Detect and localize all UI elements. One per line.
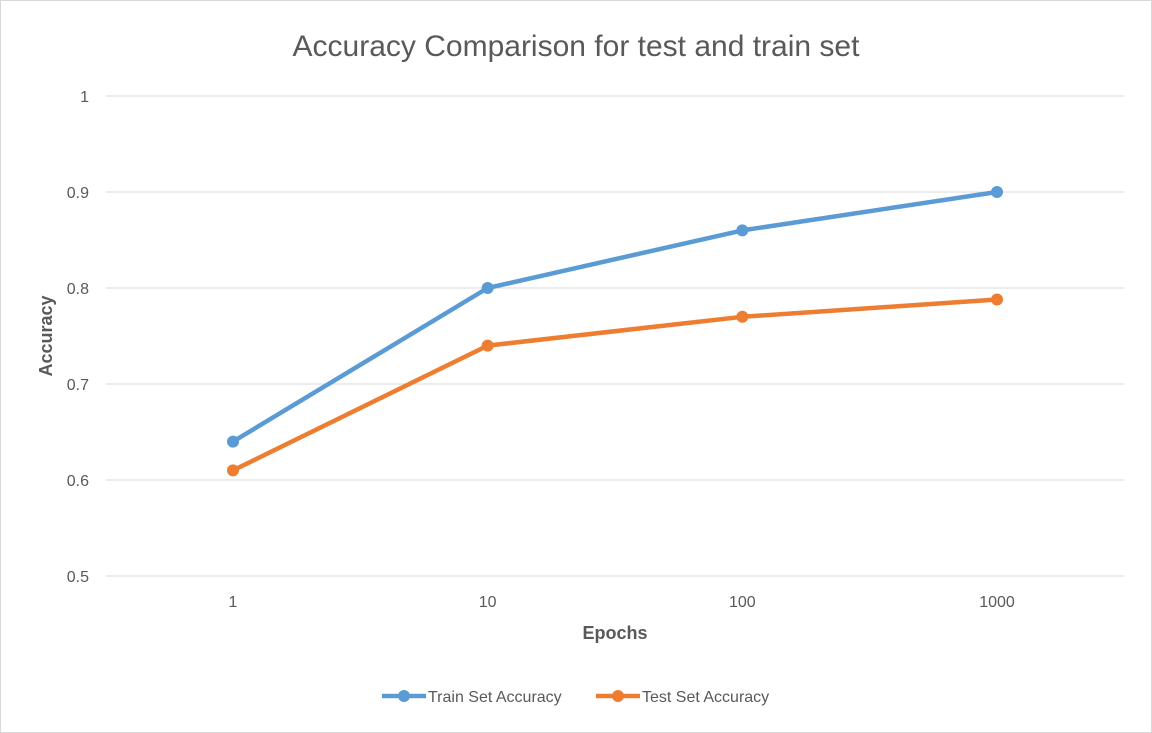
chart-title: Accuracy Comparison for test and train s… [293,30,861,63]
y-axis-title: Accuracy [36,295,56,376]
legend-item: Train Set Accuracy [382,689,562,706]
x-tick-labels: 1 10 100 1000 [229,594,1015,611]
data-point [481,339,494,352]
data-point [227,464,239,477]
data-point [481,282,494,294]
data-point [736,224,749,237]
data-point [991,293,1003,306]
x-axis-title: Epochs [582,623,647,643]
legend-label: Test Set Accuracy [642,689,769,706]
gridlines [106,95,1124,577]
data-point [227,435,239,448]
data-point [736,310,749,323]
legend-swatch-marker [398,690,410,702]
data-point [991,186,1003,198]
legend: Train Set Accuracy Test Set Accuracy [382,689,769,706]
y-tick-label: 0.7 [67,377,89,394]
series-train [227,186,1003,448]
legend-swatch-marker [612,690,624,702]
x-tick-label: 100 [729,594,756,611]
series-line [230,297,1000,473]
series-layer [227,186,1003,477]
legend-label: Train Set Accuracy [428,689,562,706]
y-tick-label: 1 [80,89,89,106]
y-tick-label: 0.9 [67,185,89,202]
series-line [230,189,1000,444]
x-tick-label: 1000 [979,594,1015,611]
legend-item: Test Set Accuracy [596,689,769,706]
series-test [227,293,1003,477]
y-tick-label: 0.8 [67,281,89,298]
x-tick-label: 10 [479,594,497,611]
x-tick-label: 1 [229,594,238,611]
y-tick-label: 0.6 [67,473,89,490]
y-tick-label: 0.5 [67,569,89,586]
y-tick-labels: 0.5 0.6 0.7 0.8 0.9 1 [67,89,89,586]
